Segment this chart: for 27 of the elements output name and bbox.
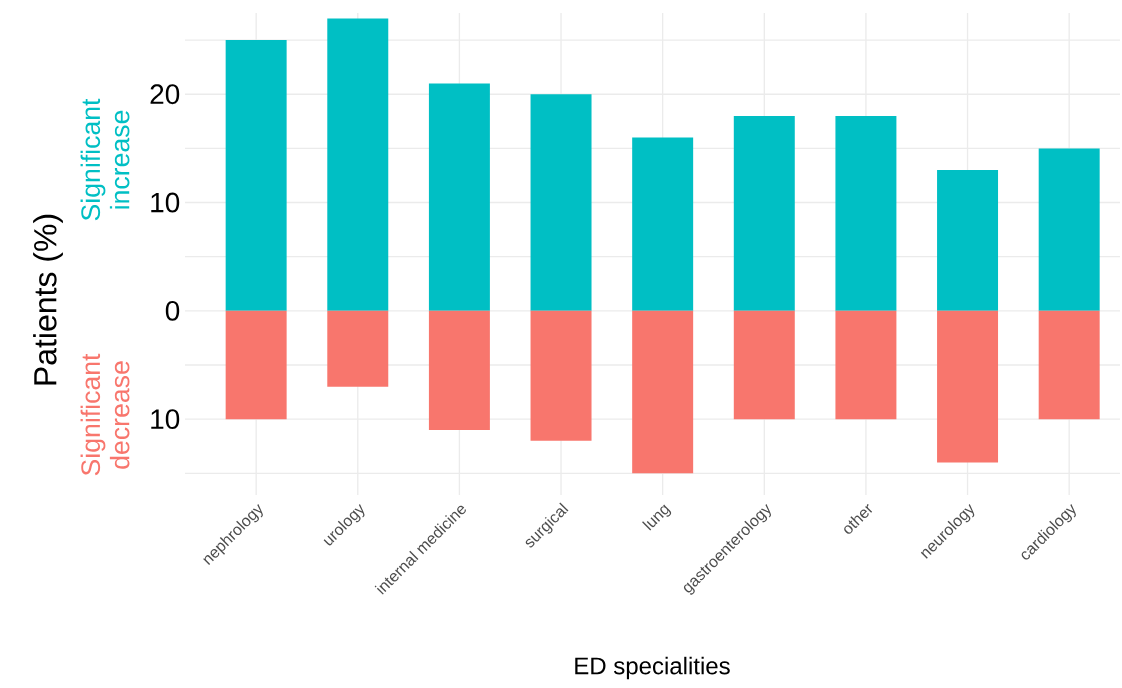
bar (937, 170, 999, 311)
bar (225, 310, 287, 420)
bar (530, 94, 592, 311)
y-tick-label: 0 (165, 300, 180, 321)
bar (835, 310, 897, 420)
bar (327, 18, 389, 311)
bar (530, 310, 592, 441)
bar (733, 115, 795, 311)
bar (428, 310, 490, 430)
y-axis-title: Patients (%) (33, 214, 63, 385)
x-tick-label: lung (642, 504, 672, 531)
y-tick-label: 20 (150, 84, 180, 105)
bar (1038, 148, 1100, 311)
text: Significant decrease (80, 353, 130, 476)
bar (327, 310, 389, 387)
bar (937, 310, 999, 463)
x-axis-title: ED specialities (575, 656, 730, 680)
bar (225, 40, 287, 311)
bar (835, 115, 897, 311)
bar (632, 310, 694, 474)
bar (1038, 310, 1100, 420)
y-tick-label: 10 (151, 409, 180, 430)
bar (733, 310, 795, 420)
text: Significant increase (80, 98, 130, 221)
bar (428, 83, 490, 311)
y-tick-label: 10 (151, 192, 180, 213)
bar (632, 137, 694, 311)
